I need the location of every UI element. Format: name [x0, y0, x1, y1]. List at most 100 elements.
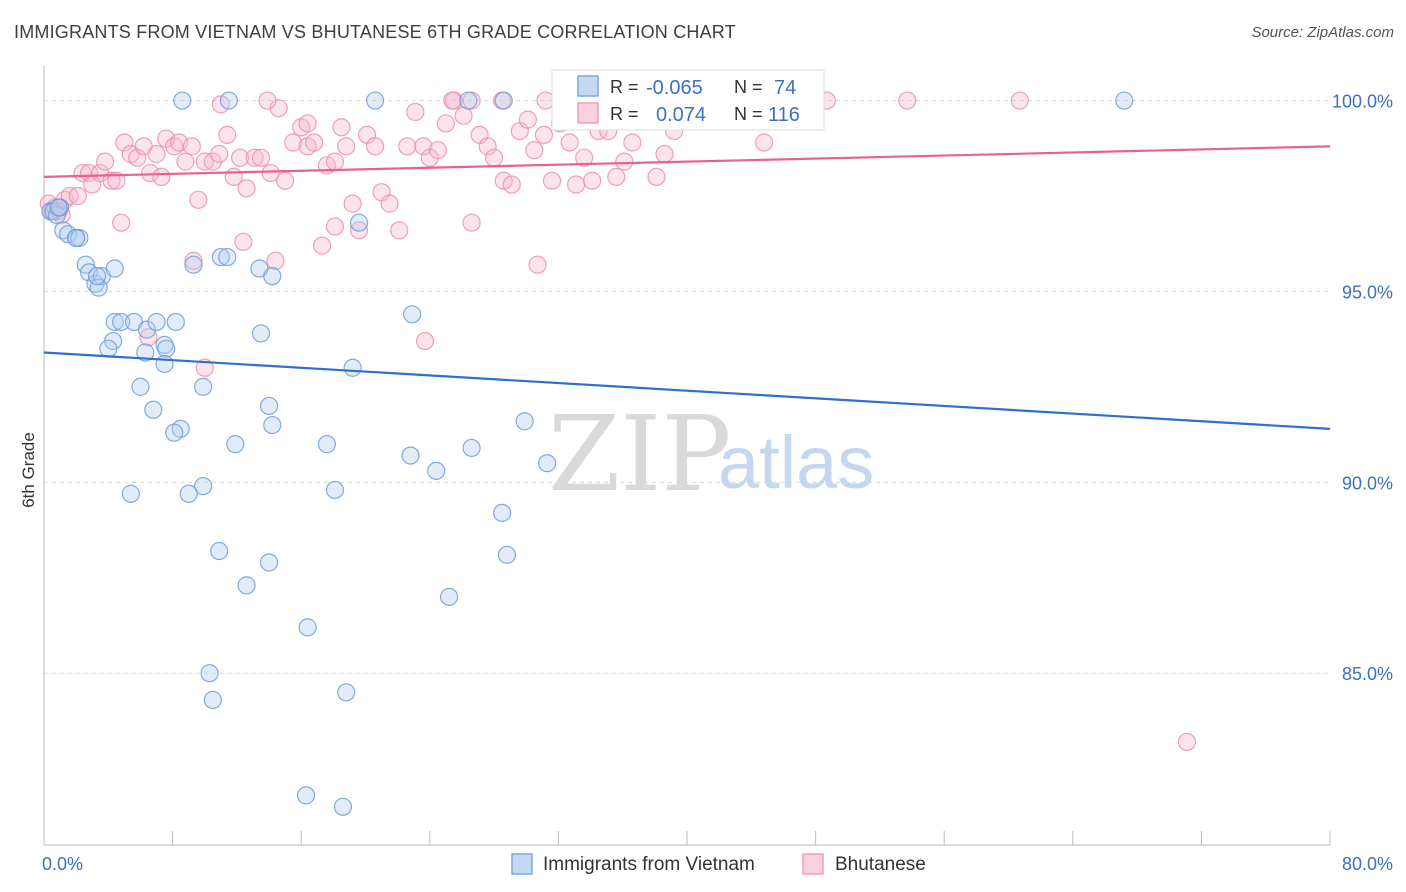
bhutanese-point [366, 137, 385, 156]
x-tick-label: 0.0% [42, 854, 83, 874]
vietnam-point [89, 278, 108, 297]
axes [43, 66, 1331, 846]
bhutanese-point [380, 194, 399, 213]
vietnam-point [211, 247, 230, 267]
bhutanese-point [647, 167, 666, 186]
bhutanese-point [258, 91, 277, 110]
stats-r-label-1: R = [610, 77, 639, 97]
bhutanese-point [203, 152, 222, 171]
bhutanese-point [112, 213, 131, 232]
vietnam-point [194, 377, 213, 396]
vietnam-point [259, 553, 279, 572]
vietnam-point [263, 415, 282, 435]
bhutanese-point [1010, 91, 1029, 110]
vietnam-point [459, 91, 478, 110]
legend-swatch-vietnam [511, 853, 533, 875]
bhutanese-point [325, 217, 345, 236]
vietnam-point [343, 358, 362, 377]
legend-label-vietnam: Immigrants from Vietnam [543, 854, 755, 875]
vietnam-point [259, 396, 279, 416]
vietnam-point [219, 91, 238, 110]
bhutanese-point [251, 148, 271, 167]
trend-line-vietnam [43, 351, 1331, 430]
vietnam-point [298, 618, 317, 637]
vietnam-point [203, 690, 222, 710]
bhutanese-point [234, 232, 253, 251]
vietnam-point [325, 480, 345, 500]
bhutanese-point [115, 133, 134, 152]
bhutanese-point [436, 114, 455, 133]
x-tick-label: 80.0% [1342, 854, 1393, 874]
bhutanese-point [261, 163, 280, 183]
vietnam-point [226, 435, 245, 454]
vietnam-point [237, 576, 256, 595]
vietnam-point [538, 454, 557, 473]
bhutanese-point [152, 167, 171, 186]
vietnam-point [67, 228, 86, 248]
bhutanese-point [566, 175, 586, 194]
bhutanese-point [128, 148, 147, 167]
stats-swatch-blue [577, 75, 599, 97]
vietnam-point [155, 354, 174, 374]
vietnam-point [105, 259, 124, 278]
vietnam-point [349, 213, 369, 232]
bhutanese-point [528, 255, 547, 274]
vietnam-point [165, 423, 184, 442]
vietnam-point [493, 503, 512, 522]
series-vietnam-points [41, 91, 1134, 816]
vietnam-point [157, 339, 176, 358]
stats-r-label-2: R = [610, 104, 639, 124]
bhutanese-point [534, 125, 554, 145]
vietnam-point [296, 786, 316, 805]
vietnam-point [166, 312, 185, 332]
tick-labels: 85.0% 90.0% 95.0% 100.0% 0.0% 80.0% [42, 92, 1393, 874]
bhutanese-point [68, 186, 87, 206]
bhutanese-point [176, 152, 195, 171]
vietnam-point [147, 312, 166, 332]
bhutanese-point [390, 221, 409, 240]
vietnam-point [179, 484, 198, 503]
vietnam-point [136, 343, 155, 362]
bhutanese-point [337, 137, 356, 156]
trend-line-bhutanese [43, 145, 1331, 178]
watermark: ZIP atlas [548, 393, 874, 515]
bhutanese-point [454, 106, 473, 125]
vietnam-point [218, 247, 237, 267]
bhutanese-point [560, 133, 579, 152]
vietnam-point [105, 312, 124, 332]
vietnam-point [403, 305, 422, 324]
vietnam-point [200, 664, 219, 683]
vietnam-point [144, 400, 163, 419]
bhutanese-point [485, 148, 504, 167]
bhutanese-point [266, 251, 285, 270]
bhutanese-point [349, 221, 369, 240]
vietnam-point [263, 267, 282, 286]
vietnam-point [194, 477, 213, 496]
bhutanese-point [343, 194, 362, 213]
stats-r-value-2: 0.074 [656, 104, 706, 126]
y-axis-label: 6th Grade [19, 432, 38, 508]
bhutanese-point [95, 152, 115, 171]
vietnam-point [439, 587, 459, 606]
bhutanese-point [298, 114, 317, 133]
bhutanese-point [147, 144, 166, 164]
bhutanese-point [195, 358, 214, 377]
chart-title: IMMIGRANTS FROM VIETNAM VS BHUTANESE 6TH… [14, 22, 736, 42]
vietnam-point [251, 324, 271, 343]
bhutanese-point [304, 133, 324, 152]
source-attribution: Source: ZipAtlas.com [1251, 24, 1394, 41]
bhutanese-point [245, 148, 264, 167]
vietnam-point [515, 412, 534, 431]
bhutanese-point [189, 190, 208, 209]
y-tick-label: 85.0% [1342, 664, 1393, 684]
bhutanese-point [536, 91, 555, 110]
bhutanese-point [898, 91, 917, 110]
vietnam-point [494, 91, 513, 110]
bhutanese-point [542, 171, 562, 190]
bhutanese-point [655, 144, 674, 164]
bhutanese-point [462, 213, 481, 232]
vietnam-point [112, 312, 131, 332]
y-tick-label: 90.0% [1342, 473, 1393, 493]
bhutanese-point [755, 133, 774, 152]
vietnam-point [87, 267, 107, 286]
